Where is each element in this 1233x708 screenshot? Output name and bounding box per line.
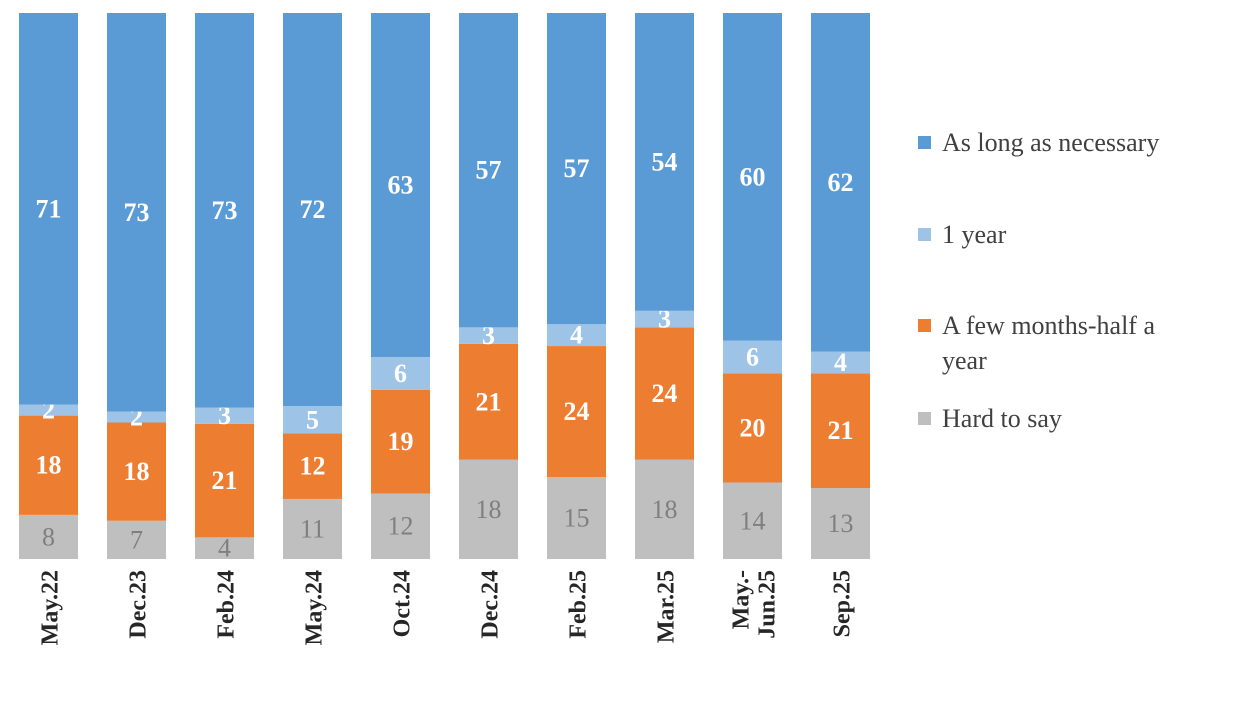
bar-segment-a-few-months-half-a-year [371,389,430,494]
bar-segment-a-few-months-half-a-year [19,415,78,515]
bar-segment-hard-to-say [547,477,606,559]
bar-segment-as-long-as-necessary [547,13,606,325]
bar-segment-1-year [19,404,78,416]
legend-swatch [918,319,931,332]
legend-label: 1 year [942,220,1007,249]
x-tick-label: Oct.24 [390,570,416,637]
data-label: 18 [124,457,150,486]
data-label: 18 [476,495,502,524]
legend-swatch [918,412,931,425]
data-label: 21 [476,387,502,416]
bar-segment-as-long-as-necessary [635,13,694,311]
data-label: 21 [828,416,854,445]
bar-segment-1-year [635,310,694,328]
bar-segment-as-long-as-necessary [723,13,782,341]
data-label: 63 [388,170,414,199]
data-label: 3 [482,321,495,350]
legend-swatch [918,228,931,241]
bar-segment-as-long-as-necessary [811,13,870,352]
data-label: 11 [300,514,325,543]
bar-segment-a-few-months-half-a-year [195,423,254,538]
data-label: 18 [652,495,678,524]
data-label: 3 [658,305,671,334]
x-tick-label: May.-Jun.25 [729,570,781,639]
data-label: 6 [394,359,407,388]
x-tick-label: May.22 [38,570,64,645]
bar-segment-a-few-months-half-a-year [283,433,342,499]
bar-segment-a-few-months-half-a-year [811,373,870,489]
data-label: 62 [828,168,854,197]
bar-segment-a-few-months-half-a-year [547,346,606,478]
bar-segment-hard-to-say [283,498,342,559]
data-label: 7 [130,525,143,554]
legend-label: As long as necessary [942,128,1159,157]
bar-segment-1-year [811,351,870,374]
bar-segment-hard-to-say [811,488,870,559]
data-label: 4 [218,534,231,563]
bar-segment-as-long-as-necessary [195,13,254,408]
data-label: 60 [740,162,766,191]
data-label: 20 [740,413,766,442]
bar-segment-as-long-as-necessary [371,13,430,357]
legend-swatch [918,136,931,149]
bar-segment-a-few-months-half-a-year [459,343,518,460]
data-label: 3 [218,401,231,430]
bar-segment-a-few-months-half-a-year [107,422,166,521]
data-label: 57 [476,156,502,185]
bar-segment-hard-to-say [635,459,694,559]
data-label: 4 [834,348,847,377]
data-label: 5 [306,405,319,434]
data-label: 12 [300,452,326,481]
bar-segment-1-year [459,327,518,344]
bar-segment-as-long-as-necessary [459,13,518,328]
bar-segment-1-year [107,411,166,423]
data-label: 4 [570,321,583,350]
bar-segment-as-long-as-necessary [19,13,78,405]
legend-label: Hard to say [942,404,1062,433]
data-label: 15 [564,504,590,533]
bar-segment-hard-to-say [195,537,254,559]
x-tick-label: Feb.24 [214,570,240,639]
bar-segment-as-long-as-necessary [107,13,166,412]
bar-segment-1-year [195,407,254,424]
x-tick-label: Mar.25 [654,570,680,643]
x-tick-label: Dec.24 [478,570,504,639]
data-label: 71 [36,194,62,223]
x-tick-label: Dec.23 [126,570,152,639]
data-label: 12 [388,512,414,541]
x-tick-label: Sep.25 [830,570,856,637]
data-label: 73 [124,198,150,227]
x-tick-label: Feb.25 [566,570,592,639]
bar-segment-1-year [547,324,606,347]
data-label: 57 [564,154,590,183]
legend-label: A few months-half a year [942,311,1155,375]
data-label: 21 [212,466,238,495]
bar-segment-1-year [283,406,342,434]
bar-segment-a-few-months-half-a-year [635,327,694,460]
bar-segment-hard-to-say [19,514,78,559]
data-label: 6 [746,342,759,371]
bar-segment-1-year [723,340,782,374]
bar-segment-hard-to-say [371,493,430,559]
bar-segment-a-few-months-half-a-year [723,373,782,483]
bar-segment-as-long-as-necessary [283,13,342,407]
data-label: 19 [388,427,414,456]
data-label: 24 [564,397,590,426]
data-label: 24 [652,379,678,408]
bar-segment-1-year [371,356,430,390]
bar-segment-hard-to-say [723,482,782,559]
data-label: 72 [300,195,326,224]
bar-segment-hard-to-say [107,520,166,559]
data-label: 13 [828,509,854,538]
data-label: 18 [36,451,62,480]
data-label: 54 [652,147,678,176]
bar-segment-hard-to-say [459,459,518,559]
data-label: 73 [212,196,238,225]
data-label: 8 [42,522,55,551]
data-label: 14 [740,506,766,535]
x-tick-label: May.24 [302,570,328,645]
